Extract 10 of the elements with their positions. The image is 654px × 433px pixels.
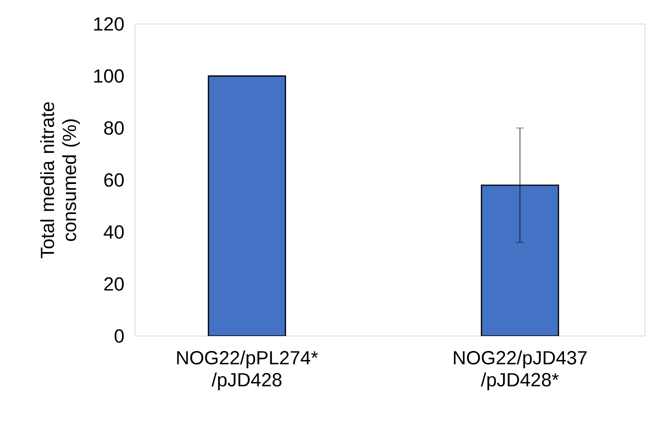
x-tick-label: NOG22/pJD437 /pJD428* xyxy=(454,350,587,390)
y-tick-label: 120 xyxy=(94,17,124,31)
y-tick-label: 0 xyxy=(114,329,124,343)
y-tick-label: 40 xyxy=(104,225,124,239)
y-tick-label: 20 xyxy=(104,277,124,291)
x-tick-label: NOG22/pPL274* /pJD428 xyxy=(177,350,318,390)
y-tick-label: 100 xyxy=(94,69,124,83)
y-tick-label: 60 xyxy=(104,173,124,187)
y-tick-label: 80 xyxy=(104,121,124,135)
y-axis-title: Total media nitrate consumed (%) xyxy=(40,102,80,258)
